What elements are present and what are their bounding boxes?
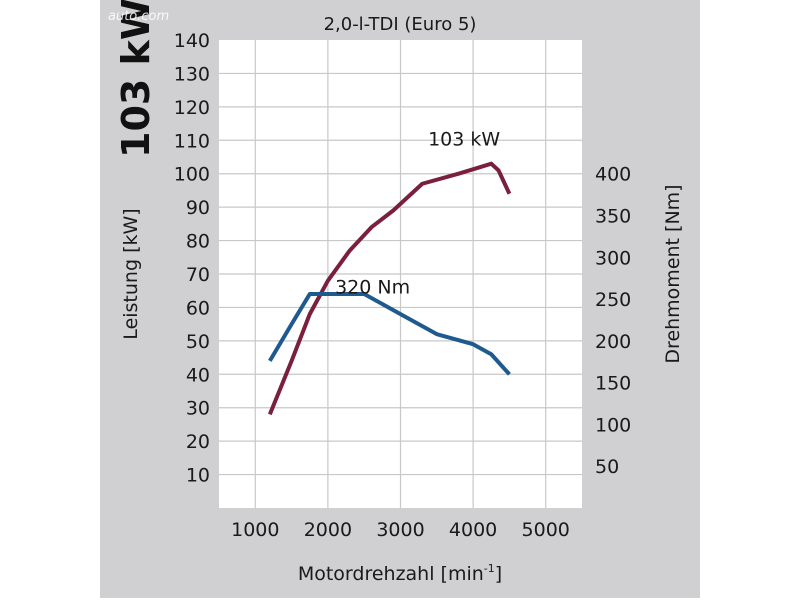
y-right-tick-label: 50	[595, 456, 619, 478]
x-tick-label: 4000	[449, 519, 497, 541]
y-left-tick-label: 30	[186, 398, 210, 420]
x-tick-label: 1000	[231, 519, 279, 541]
x-tick-label: 3000	[376, 519, 424, 541]
y-left-tick-label: 110	[174, 130, 210, 152]
torque-curve	[268, 292, 511, 376]
power-curve	[267, 161, 512, 416]
y-left-tick-label: 80	[186, 231, 210, 253]
y-left-tick-label: 20	[186, 431, 210, 453]
y-left-tick-label: 50	[186, 331, 210, 353]
y-right-tick-label: 250	[595, 289, 631, 311]
y-right-tick-label: 350	[595, 206, 631, 228]
y-right-tick-label: 150	[595, 373, 631, 395]
left-axis-ticks: 10 20 30 40 50 60 70 80 90 100 110 120 130 140	[174, 30, 210, 487]
y-right-tick-label: 400	[595, 164, 631, 186]
torque-peak-label: 320 Nm	[335, 276, 410, 298]
y-left-tick-label: 10	[186, 465, 210, 487]
y-left-tick-label: 120	[174, 97, 210, 119]
y-right-tick-label: 300	[595, 247, 631, 269]
y-right-tick-label: 200	[595, 331, 631, 353]
x-tick-label: 2000	[304, 519, 352, 541]
y-left-tick-label: 40	[186, 364, 210, 386]
x-axis-label: Motordrehzahl [min-1]	[298, 562, 502, 585]
x-axis-label-superscript: -1	[484, 562, 495, 575]
power-peak-label: 103 kW	[428, 129, 500, 151]
chart-title: 2,0-l-TDI (Euro 5)	[324, 14, 477, 35]
y-left-tick-label: 90	[186, 197, 210, 219]
x-axis-label-main: Motordrehzahl [min	[298, 563, 484, 585]
watermark: auto.com	[108, 9, 169, 24]
x-axis-label-end: ]	[495, 563, 502, 585]
y-left-tick-label: 140	[174, 30, 210, 52]
y-axis-right-label: Drehmoment [Nm]	[662, 184, 684, 363]
x-tick-label: 5000	[522, 519, 570, 541]
x-axis-ticks: 1000 2000 3000 4000 5000	[231, 519, 570, 541]
y-left-tick-label: 70	[186, 264, 210, 286]
y-left-tick-label: 130	[174, 63, 210, 85]
right-axis-ticks: 50 100 150 200 250 300 350 400	[595, 164, 631, 479]
y-axis-left-label: Leistung [kW]	[120, 208, 142, 339]
y-left-tick-label: 100	[174, 164, 210, 186]
side-power-label: 103 kW	[114, 0, 158, 158]
y-right-tick-label: 100	[595, 414, 631, 436]
y-left-tick-label: 60	[186, 297, 210, 319]
